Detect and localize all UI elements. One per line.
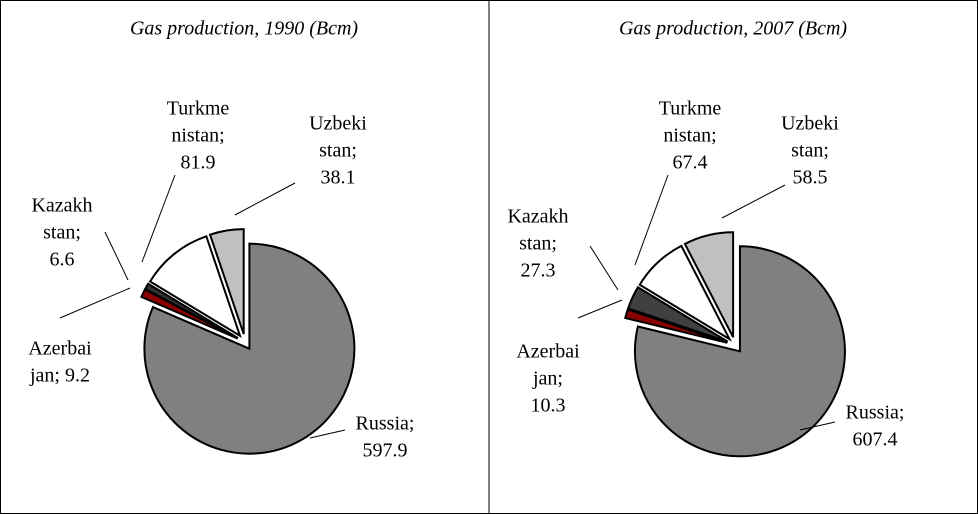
data-label: Turkme [659,98,722,120]
leader-line [141,174,176,263]
data-label: nistan; [171,125,224,147]
leader-line [59,287,131,319]
data-label: Kazakh [507,206,568,228]
data-label: Kazakh [31,195,92,217]
data-label: nistan; [663,125,716,147]
pie-slice [143,242,356,455]
pie-slice [633,245,846,458]
data-label: 27.3 [521,260,556,282]
pie-slice [143,282,239,339]
pie-slice [148,235,242,339]
data-label: jan; 9.2 [29,365,90,387]
pie-slice [624,308,728,344]
data-label: Russia; [356,413,415,435]
data-label: stan; [319,140,357,162]
data-label: 38.1 [321,167,356,189]
chart-title: Gas production, 1990 (Bcm) [130,18,358,40]
leader-line [104,231,129,281]
data-label: 58.5 [793,167,828,189]
data-label: Azerbai [28,338,92,360]
chart-title: Gas production, 2007 (Bcm) [619,18,847,40]
data-label: 67.4 [673,152,708,174]
leader-line [799,421,836,431]
pie-slice [626,285,729,343]
data-label: 607.4 [853,429,898,451]
pie-slice [208,228,245,335]
data-label: Turkme [167,98,230,120]
leader-line [577,299,623,319]
data-label: 10.3 [531,395,566,417]
data-label: Uzbeki [309,113,367,135]
data-label: jan; [532,368,563,390]
data-label: stan; [519,233,557,255]
data-label: stan; [43,222,81,244]
pie-slice [683,231,735,338]
leader-line [589,245,619,291]
leader-line [234,182,296,216]
data-label: 81.9 [181,152,216,174]
data-label: stan; [791,140,829,162]
data-label: Uzbeki [781,113,839,135]
leader-line [634,174,669,266]
pie-slice [638,244,733,342]
data-label: Azerbai [516,341,580,363]
data-label: 597.9 [363,440,408,462]
data-label: Russia; [846,402,905,424]
leader-line [721,184,786,219]
leader-line [309,429,346,439]
data-label: 6.6 [50,249,75,271]
